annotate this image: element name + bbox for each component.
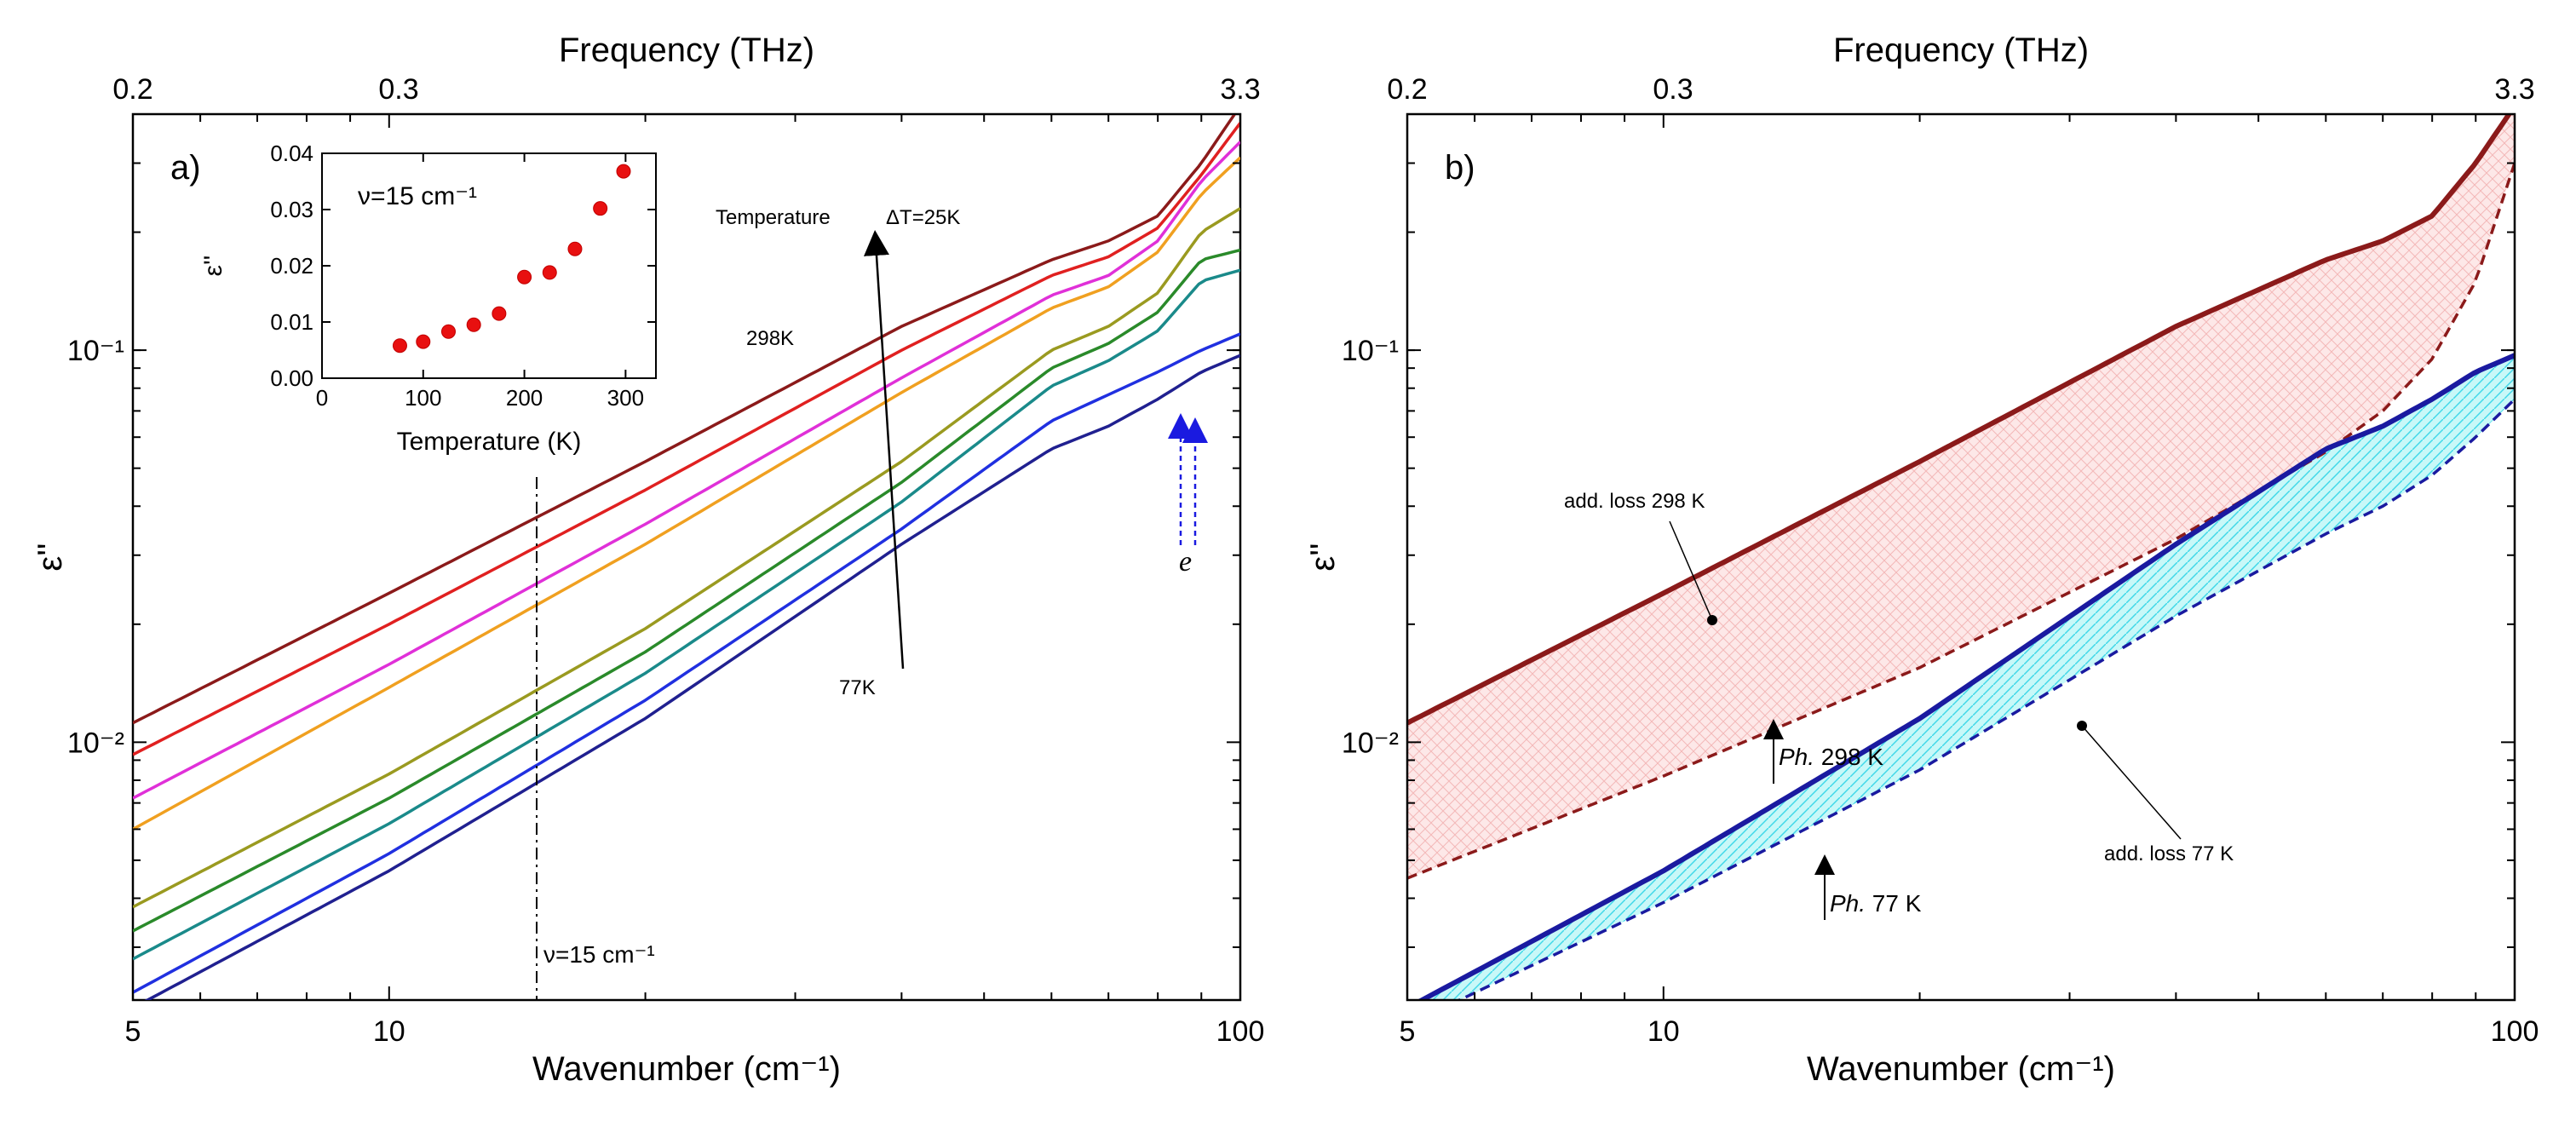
inset-x-tick-label: 300: [607, 385, 644, 411]
panel-a-ticks: 5 10 100 0.2 0.3 3.3 10⁻² 10⁻¹: [67, 73, 1264, 1048]
y-tick-label: 10⁻²: [67, 727, 124, 759]
inset-x-tick-label: 0: [316, 385, 328, 411]
series-line-175K: [133, 248, 1240, 933]
panel-b-curves: [1407, 114, 2515, 1000]
panel-a-y-axis-label: ε'': [32, 543, 69, 571]
series-line-225K: [133, 156, 1240, 831]
temperature-arrow-label: Temperature: [716, 206, 831, 229]
panel-a-top-axis-label: Frequency (THz): [559, 32, 814, 69]
inset-x-tick-label: 100: [405, 385, 441, 411]
panel-b-top-axis-label: Frequency (THz): [1833, 32, 2089, 69]
panel-b-frame: [1406, 112, 2516, 1002]
series-line-125K: [133, 332, 1240, 994]
x-tick-label: 100: [2491, 1015, 2539, 1048]
add-loss-298k-leader: [1669, 520, 1713, 621]
inset-chart: 0 100 200 300 0.00 0.01 0.02 0.03 0.04 ν=15 cm⁻¹…: [199, 141, 657, 456]
panel-b-ticks: 5 10 100 0.2 0.3 3.3 10⁻² 10⁻¹: [1342, 73, 2539, 1048]
top-tick-label: 3.3: [1220, 73, 1260, 106]
series-line-298K: [133, 114, 1237, 725]
series-line-298-k-total: [1407, 114, 2513, 726]
ph-298k-temp: 298 K: [1814, 744, 1883, 770]
inset-label: ν=15 cm⁻¹: [358, 182, 477, 210]
inset-y-tick-label: 0.04: [270, 141, 313, 166]
inset-x-axis-label: Temperature (K): [397, 428, 582, 456]
series-line-200K: [133, 207, 1240, 909]
series-line-ph.-298-k: [1407, 162, 2515, 880]
series-line-77-k-total: [1416, 353, 2515, 1000]
panel-a-x-axis-label: Wavenumber (cm⁻¹): [532, 1050, 841, 1088]
x-tick-label: 10: [373, 1015, 405, 1048]
inset-y-tick-label: 0.02: [270, 253, 313, 279]
add-loss-77k-label: add. loss 77 K: [2104, 842, 2234, 865]
ph-77k-ph: Ph.: [1830, 890, 1866, 917]
inset-y-tick-label: 0.01: [270, 309, 313, 335]
panel-b-label: b): [1445, 149, 1475, 187]
series-line-150K: [133, 268, 1240, 961]
ph-298k-label: Ph. 298 K: [1779, 744, 1883, 770]
panel-a-curves: [133, 114, 1240, 1000]
x-tick-label: 100: [1216, 1015, 1265, 1048]
x-tick-label: 10: [1647, 1015, 1680, 1048]
top-tick-label: 3.3: [2494, 73, 2534, 106]
temperature-arrow: [863, 230, 905, 670]
inset-point: [466, 317, 481, 332]
y-tick-label: 10⁻¹: [67, 335, 124, 367]
add-loss-77k-leader: [2081, 725, 2182, 840]
top-tick-label: 0.3: [378, 73, 418, 106]
panel-b-y-axis-label: ε'': [1304, 543, 1342, 571]
series-line-ph.-77-k: [1456, 398, 2515, 1000]
inset-x-tick-label: 200: [506, 385, 543, 411]
inset-y-tick-label: 0.00: [270, 365, 313, 391]
series-line-275K: [133, 122, 1240, 756]
x-tick-label: 5: [1400, 1015, 1416, 1048]
ph-77k-label: Ph. 77 K: [1830, 890, 1922, 917]
y-tick-label: 10⁻²: [1342, 727, 1399, 759]
inset-point: [517, 269, 532, 285]
series-line-77K: [144, 354, 1240, 1000]
peak-label: e: [1179, 546, 1192, 578]
inset-content: 0 100 200 300 0.00 0.01 0.02 0.03 0.04: [270, 141, 656, 411]
label-298k: 298K: [746, 327, 794, 350]
ph-77k-temp: 77 K: [1866, 890, 1922, 917]
y-tick-label: 10⁻¹: [1342, 335, 1399, 367]
top-tick-label: 0.2: [1387, 73, 1427, 106]
inset-y-axis-label: ε'': [199, 256, 227, 277]
inset-frame: [321, 152, 657, 379]
add-loss-298k-label: add. loss 298 K: [1564, 490, 1705, 513]
inset-point: [416, 334, 431, 349]
additional-loss-fill-77k: [1422, 355, 2515, 1000]
inset-y-tick-label: 0.03: [270, 197, 313, 222]
inset-point: [392, 338, 407, 354]
add-loss-298k-dot: [1707, 615, 1717, 625]
inset-point: [492, 306, 507, 321]
label-77k: 77K: [839, 676, 876, 699]
inset-point: [593, 201, 608, 216]
x-tick-label: 5: [125, 1015, 141, 1048]
delta-t-label: ΔT=25K: [886, 206, 960, 229]
add-loss-77k-dot: [2077, 721, 2087, 731]
inset-point: [616, 164, 631, 179]
panel-b-x-axis-label: Wavenumber (cm⁻¹): [1807, 1050, 2115, 1088]
series-line-250K: [133, 141, 1240, 800]
inset-point: [542, 265, 557, 280]
top-tick-label: 0.2: [112, 73, 152, 106]
inset-point: [567, 241, 583, 256]
ph-298k-ph: Ph.: [1779, 744, 1814, 770]
top-tick-label: 0.3: [1653, 73, 1693, 106]
inset-point: [440, 324, 456, 339]
panel-a-label: a): [170, 149, 201, 187]
additional-loss-fill-298k: [1407, 114, 2515, 878]
panel-a-frame: [131, 112, 1242, 1002]
panel-a-marker-label: ν=15 cm⁻¹: [543, 941, 655, 968]
